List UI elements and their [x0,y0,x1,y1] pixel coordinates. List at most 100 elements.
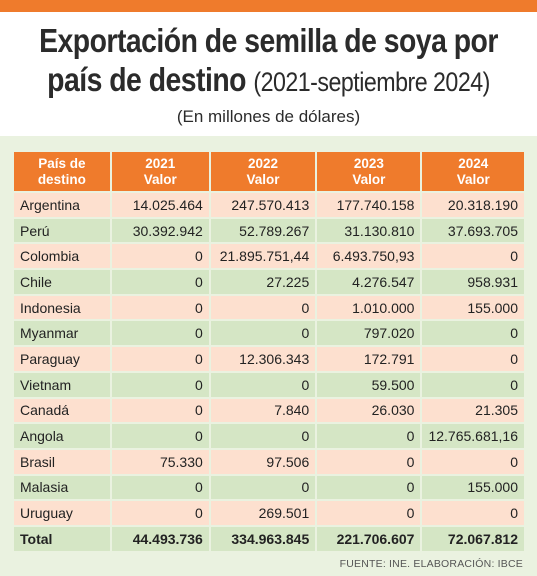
value-cell: 0 [422,372,524,397]
title-date-range: (2021-septiembre 2024) [253,67,490,97]
value-cell: 0 [210,321,316,346]
total-value-cell: 334.963.845 [210,526,316,551]
value-cell: 0 [422,501,524,525]
country-cell: Paraguay [14,347,110,371]
column-header-line: Valor [352,171,386,187]
value-cell: 0 [422,449,524,474]
value-cell: 21.895.751,44 [210,244,316,269]
value-cell: 269.501 [210,501,316,525]
subtitle: (En millones de dólares) [176,107,361,126]
value-cell: 958.931 [422,270,524,294]
column-header: 2023 Valor [317,152,421,191]
title-line-2: país de destino (2021-septiembre 2024) [38,60,500,102]
value-cell: 0 [210,475,316,500]
value-cell: 59.500 [317,372,421,397]
value-cell: 172.791 [317,347,421,371]
column-header-line: destino [37,171,86,187]
value-cell: 1.010.000 [317,295,421,320]
column-header-line: País de [38,155,86,171]
value-cell: 0 [111,270,209,294]
country-cell: Argentina [14,193,110,217]
country-cell: Chile [14,270,110,294]
value-cell: 0 [317,501,421,525]
total-row: Total 44.493.736 334.963.845 221.706.607 72.… [14,526,524,551]
value-cell: 75.330 [111,449,209,474]
column-header-line: 2022 [247,155,279,171]
top-accent-bar [0,0,537,12]
country-cell: Perú [14,218,110,243]
country-cell: Canadá [14,398,110,423]
value-cell: 37.693.705 [422,218,524,243]
column-header: País de destino [14,152,110,191]
value-cell: 177.740.158 [317,193,421,217]
table-row: Uruguay 0 269.501 0 0 [14,501,524,525]
column-header-line: 2024 [458,155,489,171]
table-row: Indonesia 0 0 1.010.000 155.000 [14,295,524,320]
column-header: 2024 Valor [422,152,524,191]
country-cell: Angola [14,424,110,448]
country-cell: Colombia [14,244,110,269]
table-body: Argentina 14.025.464 247.570.413 177.740.15… [14,193,524,551]
value-cell: 797.020 [317,321,421,346]
value-cell: 6.493.750,93 [317,244,421,269]
value-cell: 0 [111,501,209,525]
value-cell: 155.000 [422,475,524,500]
table-row: Colombia 0 21.895.751,44 6.493.750,93 0 [14,244,524,269]
value-cell: 247.570.413 [210,193,316,217]
total-value-cell: 44.493.736 [111,526,209,551]
value-cell: 12.765.681,16 [422,424,524,448]
value-cell: 0 [210,295,316,320]
title-block: Exportación de semilla de soya por país … [0,22,537,128]
country-cell: Uruguay [14,501,110,525]
total-value-cell: 72.067.812 [422,526,524,551]
column-header: 2022 Valor [210,152,316,191]
total-label: Total [14,526,110,551]
country-cell: Brasil [14,449,110,474]
export-table: País de destino 2021 Valor 2022 Valor 2023 Valo… [12,150,526,553]
column-header-line: Valor [143,171,177,187]
table-row: Paraguay 0 12.306.343 172.791 0 [14,347,524,371]
value-cell: 20.318.190 [422,193,524,217]
value-cell: 97.506 [210,449,316,474]
column-header-line: 2023 [353,155,384,171]
value-cell: 14.025.464 [111,193,209,217]
value-cell: 0 [111,347,209,371]
source-note: FUENTE: INE. ELABORACIÓN: IBCE [339,558,523,570]
value-cell: 52.789.267 [210,218,316,243]
title-bold-part: país de destino [47,61,246,98]
value-cell: 30.392.942 [111,218,209,243]
country-cell: Indonesia [14,295,110,320]
table-row: Brasil 75.330 97.506 0 0 [14,449,524,474]
value-cell: 0 [210,372,316,397]
value-cell: 21.305 [422,398,524,423]
column-header-line: 2021 [145,155,176,171]
value-cell: 155.000 [422,295,524,320]
table-row: Vietnam 0 0 59.500 0 [14,372,524,397]
total-value-cell: 221.706.607 [317,526,421,551]
column-header: 2021 Valor [111,152,209,191]
column-header-line: Valor [456,171,490,187]
value-cell: 0 [317,449,421,474]
value-cell: 0 [111,398,209,423]
value-cell: 0 [422,244,524,269]
value-cell: 4.276.547 [317,270,421,294]
value-cell: 0 [422,321,524,346]
table-row: Angola 0 0 0 12.765.681,16 [14,424,524,448]
value-cell: 0 [210,424,316,448]
value-cell: 12.306.343 [210,347,316,371]
value-cell: 0 [111,321,209,346]
value-cell: 0 [111,295,209,320]
value-cell: 0 [317,424,421,448]
table-row: Canadá 0 7.840 26.030 21.305 [14,398,524,423]
country-cell: Vietnam [14,372,110,397]
value-cell: 0 [111,475,209,500]
table-row: Myanmar 0 0 797.020 0 [14,321,524,346]
value-cell: 0 [111,372,209,397]
value-cell: 0 [317,475,421,500]
table-header-row: País de destino 2021 Valor 2022 Valor 2023 Valo… [14,152,524,191]
country-cell: Myanmar [14,321,110,346]
country-cell: Malasia [14,475,110,500]
value-cell: 31.130.810 [317,218,421,243]
value-cell: 0 [422,347,524,371]
value-cell: 7.840 [210,398,316,423]
